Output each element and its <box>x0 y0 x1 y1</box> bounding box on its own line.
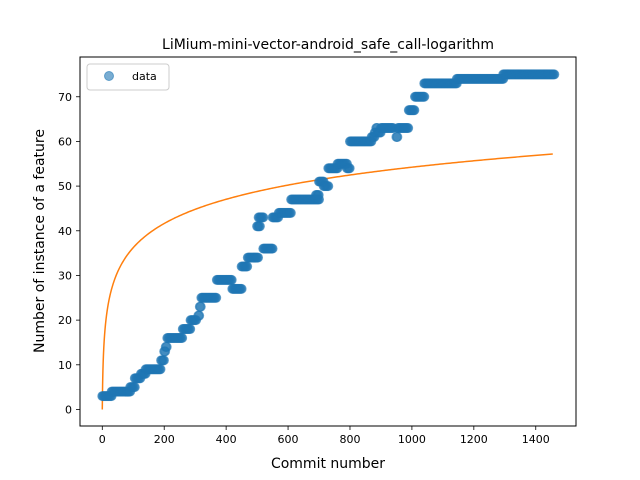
data-point <box>211 292 222 303</box>
y-tick-label: 0 <box>65 403 72 416</box>
x-tick-label: 800 <box>339 433 360 446</box>
y-tick-label: 40 <box>58 225 72 238</box>
data-point <box>549 69 560 80</box>
x-tick-label: 1200 <box>460 433 488 446</box>
data-point <box>409 105 420 116</box>
data-point <box>177 332 188 343</box>
data-point <box>253 252 264 263</box>
data-point <box>185 324 196 335</box>
chart-title: LiMium-mini-vector-android_safe_call-log… <box>162 37 494 53</box>
plot-area <box>79 56 577 427</box>
legend-marker-data <box>104 71 114 81</box>
legend-label-data: data <box>132 70 157 83</box>
data-point <box>267 243 278 254</box>
fit-curve <box>101 153 553 410</box>
x-tick-label: 600 <box>278 433 299 446</box>
data-point <box>242 261 253 272</box>
y-tick-label: 60 <box>58 135 72 148</box>
data-point <box>392 131 403 142</box>
data-point <box>194 310 205 321</box>
data-point <box>258 212 269 223</box>
plot-frame <box>79 56 577 427</box>
data-point <box>323 181 334 192</box>
y-tick-label: 30 <box>58 269 72 282</box>
scatter-points-layer <box>97 69 560 402</box>
y-axis-label: Number of instance of a feature <box>32 129 48 353</box>
data-point <box>254 221 265 232</box>
fit-curve-layer <box>101 153 553 410</box>
x-tick-label: 0 <box>99 433 106 446</box>
data-point <box>236 283 247 294</box>
data-point <box>158 355 169 366</box>
data-point <box>226 274 237 285</box>
data-point <box>195 301 206 312</box>
x-tick-label: 1000 <box>398 433 426 446</box>
data-point <box>129 382 140 393</box>
y-tick-label: 50 <box>58 180 72 193</box>
data-point <box>344 163 355 174</box>
legend-box <box>86 63 170 91</box>
x-tick-label: 200 <box>154 433 175 446</box>
x-tick-label: 400 <box>216 433 237 446</box>
data-point <box>285 207 296 218</box>
y-tick-label: 20 <box>58 314 72 327</box>
y-tick-label: 70 <box>58 91 72 104</box>
data-point <box>155 364 166 375</box>
x-axis-ticks: 0 200 400 600 800 1000 1200 1400 <box>99 426 550 446</box>
data-point <box>161 341 172 352</box>
y-axis-ticks: 0 10 20 30 40 50 60 70 <box>58 91 80 416</box>
data-point <box>313 190 324 201</box>
data-point <box>403 123 414 134</box>
x-axis-label: Commit number <box>271 456 385 472</box>
y-tick-label: 10 <box>58 359 72 372</box>
x-tick-label: 1400 <box>522 433 550 446</box>
legend: data <box>86 63 170 91</box>
data-point <box>419 91 430 102</box>
